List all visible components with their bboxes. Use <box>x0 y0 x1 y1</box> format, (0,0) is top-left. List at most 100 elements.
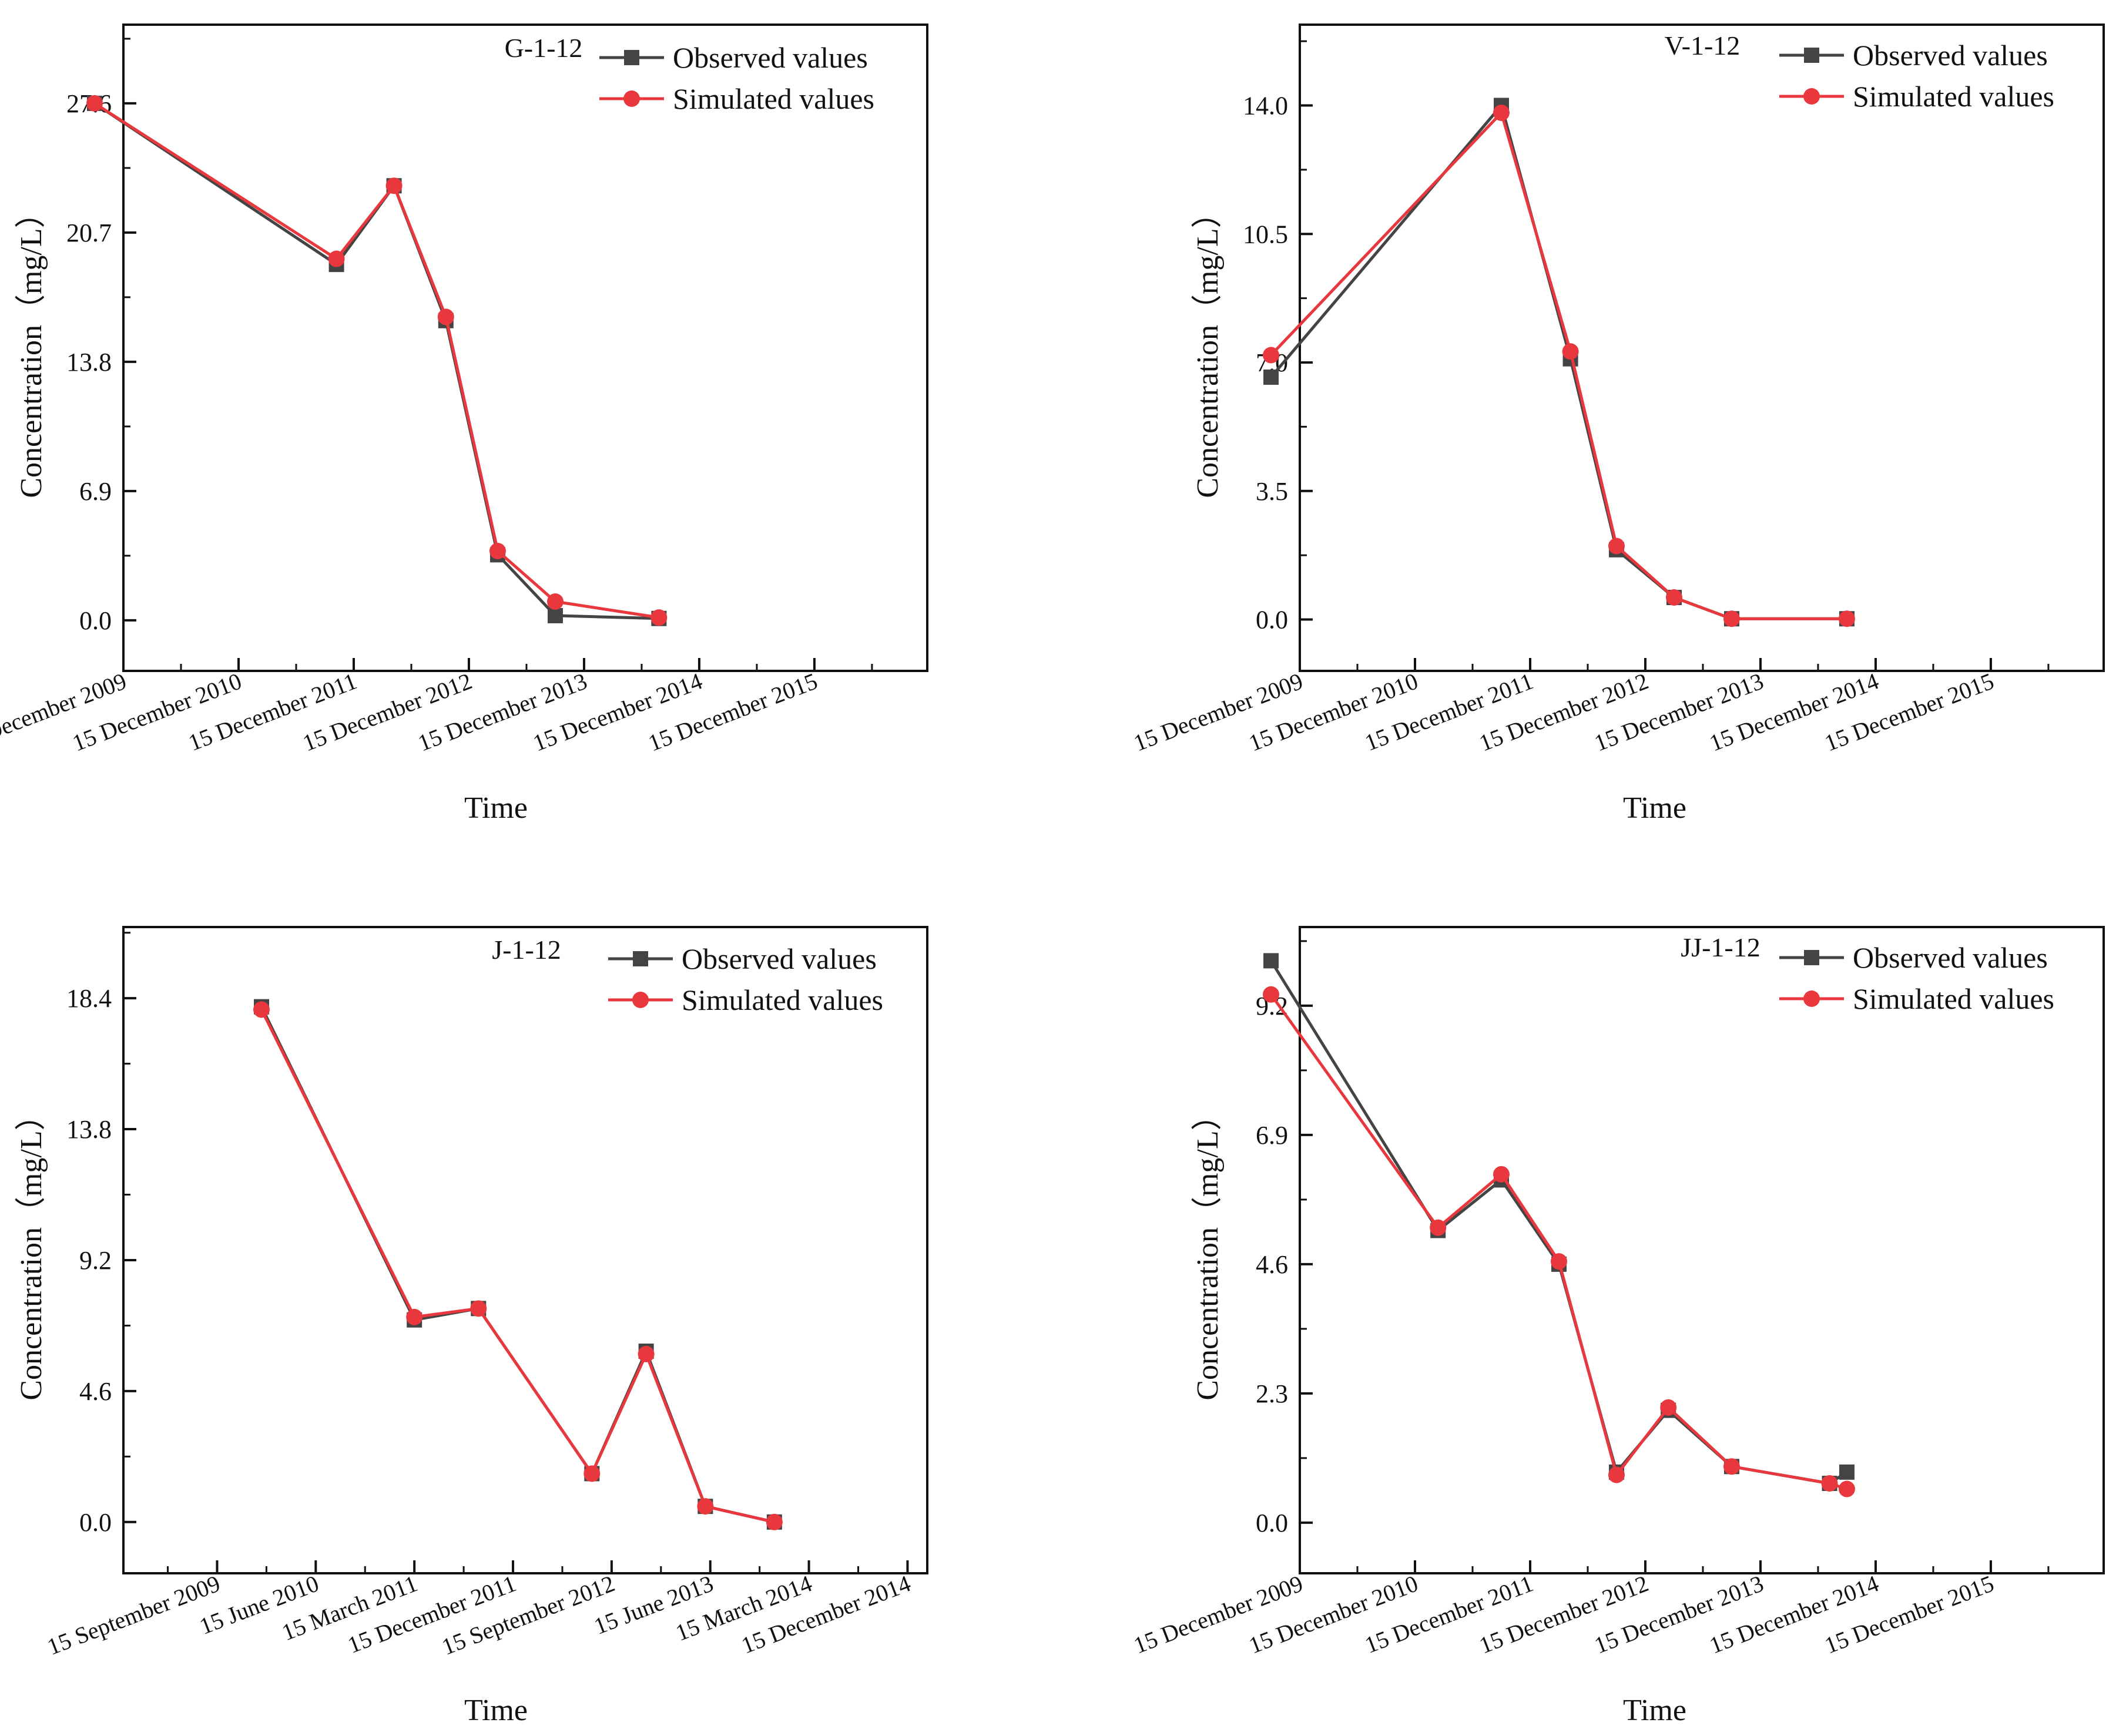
simulated-line <box>93 102 659 619</box>
simulated-point <box>1608 1466 1625 1483</box>
plot-frame <box>122 23 928 672</box>
panel-title: JJ-1-12 <box>1681 932 1760 962</box>
observed-line <box>260 1006 775 1524</box>
observed-series <box>253 999 782 1530</box>
y-tick-label: 4.6 <box>79 1377 112 1406</box>
legend-square-marker <box>624 50 639 65</box>
simulated-point <box>1838 1480 1855 1497</box>
simulated-series <box>1263 986 1855 1497</box>
legend-label-simulated: Simulated values <box>682 983 883 1016</box>
observed-point <box>1839 1464 1855 1480</box>
y-tick-label: 4.6 <box>1256 1250 1288 1279</box>
legend-label-simulated: Simulated values <box>673 82 874 115</box>
y-tick-label: 10.5 <box>1243 220 1288 249</box>
observed-series <box>87 95 667 626</box>
observed-line <box>93 102 659 620</box>
simulated-point <box>1562 343 1579 360</box>
simulated-point <box>546 593 564 610</box>
y-tick-label: 9.2 <box>79 1246 112 1275</box>
simulated-point <box>650 609 668 626</box>
observed-point <box>547 607 563 623</box>
observed-line <box>1269 960 1848 1485</box>
y-tick-label: 13.8 <box>66 348 112 377</box>
simulated-line <box>1269 993 1847 1490</box>
legend-label-observed: Observed values <box>682 942 877 975</box>
y-tick-label: 6.9 <box>1256 1121 1288 1150</box>
plot-frame <box>1299 926 2105 1574</box>
simulated-point <box>766 1513 783 1530</box>
simulated-point <box>1665 589 1682 606</box>
simulated-point <box>1660 1399 1677 1416</box>
observed-point <box>1263 370 1279 385</box>
legend: Observed values Simulated values <box>599 41 874 115</box>
simulated-point <box>385 177 403 194</box>
y-tick-label: 0.0 <box>1256 1509 1288 1537</box>
simulated-point <box>1723 1458 1740 1475</box>
simulated-point <box>1263 347 1280 364</box>
simulated-point <box>1550 1253 1567 1270</box>
y-tick-label: 0.0 <box>79 1508 112 1537</box>
y-axis-label: Concentration（mg/L） <box>15 197 48 498</box>
observed-series <box>1263 953 1855 1491</box>
y-tick-label: 2.3 <box>1256 1379 1288 1408</box>
simulated-point <box>1493 105 1510 121</box>
x-axis-label: Time <box>464 791 528 825</box>
y-axis-label: Concentration（mg/L） <box>1191 197 1225 498</box>
x-axis-label: Time <box>464 1694 528 1727</box>
simulated-point <box>437 308 454 325</box>
legend: Observed values Simulated values <box>608 942 883 1016</box>
legend-square-marker <box>633 951 648 966</box>
legend-label-observed: Observed values <box>1853 941 2048 974</box>
simulated-point <box>328 250 345 267</box>
x-axis-label: Time <box>1623 1694 1686 1727</box>
simulated-point <box>86 95 103 112</box>
legend-label-simulated: Simulated values <box>1853 982 2054 1015</box>
y-tick-label: 13.8 <box>66 1115 112 1144</box>
simulated-point <box>1263 986 1280 1003</box>
y-tick-label: 20.7 <box>66 219 112 247</box>
y-tick-label: 14.0 <box>1243 92 1288 120</box>
simulated-point <box>1723 610 1740 627</box>
legend-circle-marker <box>1803 990 1820 1007</box>
legend: Observed values Simulated values <box>1779 941 2054 1015</box>
legend-label-observed: Observed values <box>673 41 868 74</box>
simulated-point <box>1493 1166 1510 1183</box>
simulated-series <box>86 95 668 626</box>
y-axis-label: Concentration（mg/L） <box>1191 1100 1225 1400</box>
legend-circle-marker <box>632 992 649 1008</box>
simulated-series <box>1263 105 1855 627</box>
y-tick-label: 6.9 <box>79 477 112 506</box>
plot-frame <box>1299 23 2105 672</box>
simulated-point <box>638 1345 655 1362</box>
simulated-series <box>253 1001 783 1530</box>
observed-point <box>1263 953 1279 969</box>
y-axis-label: Concentration（mg/L） <box>15 1100 48 1400</box>
observed-series <box>1263 98 1855 627</box>
simulated-line <box>1270 111 1847 620</box>
simulated-line <box>260 1009 775 1524</box>
y-tick-label: 18.4 <box>66 984 112 1013</box>
simulated-point <box>1838 610 1855 627</box>
simulated-point <box>1430 1219 1447 1236</box>
y-tick-label: 3.5 <box>1256 477 1288 506</box>
legend-circle-marker <box>1803 88 1820 105</box>
x-axis-label: Time <box>1623 791 1686 825</box>
observed-line <box>1270 104 1847 620</box>
panel-title: V-1-12 <box>1665 31 1741 61</box>
panel-title: G-1-12 <box>505 33 583 63</box>
legend-label-observed: Observed values <box>1853 39 2048 72</box>
simulated-point <box>470 1300 487 1317</box>
panel-title: J-1-12 <box>492 935 561 965</box>
legend-square-marker <box>1804 48 1819 63</box>
simulated-point <box>1608 538 1625 555</box>
y-tick-label: 0.0 <box>1256 606 1288 634</box>
simulated-point <box>697 1498 714 1515</box>
legend: Observed values Simulated values <box>1779 39 2054 113</box>
legend-label-simulated: Simulated values <box>1853 80 2054 113</box>
simulated-point <box>253 1001 270 1018</box>
simulated-point <box>1821 1475 1838 1492</box>
